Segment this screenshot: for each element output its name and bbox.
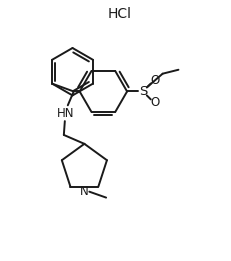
- Text: S: S: [139, 85, 147, 98]
- Text: HN: HN: [57, 107, 75, 120]
- Text: N: N: [80, 185, 89, 198]
- Text: O: O: [150, 74, 159, 87]
- Text: HCl: HCl: [108, 7, 132, 21]
- Text: O: O: [150, 96, 159, 109]
